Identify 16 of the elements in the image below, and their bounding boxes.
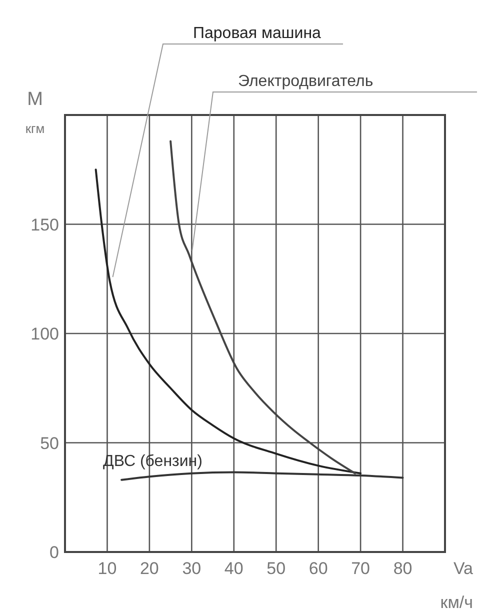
x-tick-label: 80	[393, 559, 412, 578]
x-tick-label: 20	[140, 559, 159, 578]
x-tick-label: 60	[308, 559, 328, 578]
x-axis-title: Va км/ч	[440, 559, 474, 612]
x-tick-label: 50	[266, 559, 286, 578]
text: Паровая машина	[193, 25, 322, 42]
y-axis-title: M кгм	[25, 89, 45, 136]
y-tick-label: 100	[30, 324, 59, 344]
x-tick-label: 70	[351, 559, 370, 578]
x-tick-label: 40	[224, 559, 244, 578]
y-tick-label: 150	[30, 215, 59, 234]
text: Электродвигатель	[238, 73, 374, 90]
y-tick-label: 50	[40, 434, 59, 453]
x-tick-label: 10	[98, 559, 117, 578]
x-tick-label: 30	[182, 559, 202, 578]
y-tick-label: 0	[50, 543, 59, 562]
